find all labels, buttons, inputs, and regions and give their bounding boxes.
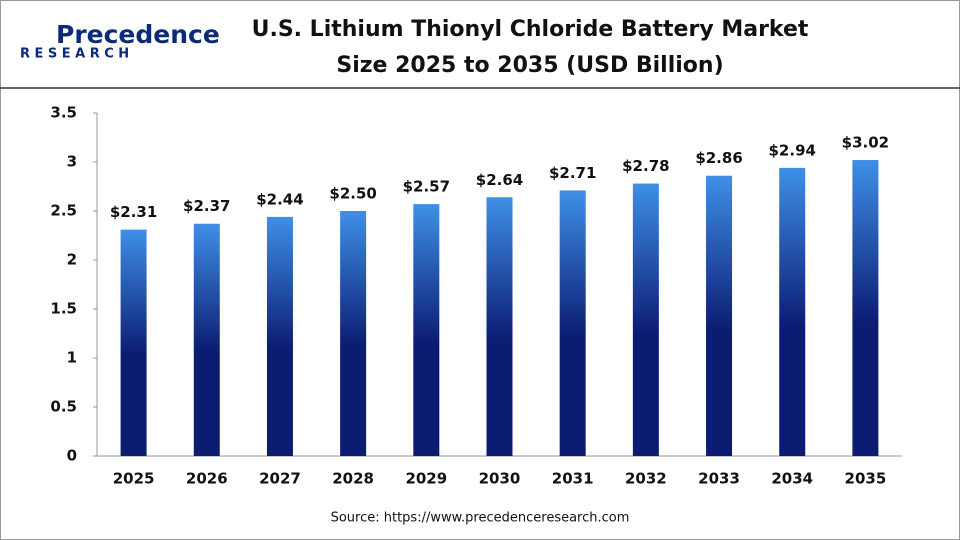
bar	[120, 229, 147, 456]
x-tick-label: 2035	[845, 470, 887, 488]
value-label: $2.94	[769, 141, 816, 159]
y-tick-label: 3.5	[50, 104, 77, 122]
bar	[852, 160, 879, 457]
x-tick-label: 2034	[771, 470, 813, 488]
bar	[193, 223, 220, 456]
x-tick-label: 2031	[552, 470, 594, 488]
bar	[559, 190, 586, 457]
value-label: $2.71	[549, 164, 596, 182]
bar	[706, 175, 733, 456]
bar	[413, 204, 440, 456]
bar	[632, 183, 659, 456]
value-label: $2.57	[403, 178, 450, 196]
y-tick-label: 0	[67, 447, 77, 465]
y-tick-label: 1	[67, 349, 77, 367]
value-label: $2.64	[476, 171, 523, 189]
value-label: $2.44	[256, 190, 303, 208]
value-label: $2.86	[695, 149, 742, 167]
x-tick-label: 2030	[479, 470, 521, 488]
source: Source: https://www.precedenceresearch.c…	[331, 511, 630, 526]
value-label: $2.37	[183, 197, 230, 215]
bar	[340, 211, 367, 456]
value-label: $2.31	[110, 203, 157, 221]
x-tick-label: 2029	[405, 470, 447, 488]
bar	[266, 216, 293, 456]
brand-name: Precedence	[56, 20, 220, 49]
brand-tagline: RESEARCH	[20, 47, 134, 62]
y-tick-label: 0.5	[50, 398, 77, 416]
y-tick-label: 2	[67, 251, 77, 269]
y-tick-label: 3	[67, 153, 77, 171]
value-label: $2.50	[329, 185, 376, 203]
x-tick-label: 2026	[186, 470, 228, 488]
x-tick-label: 2025	[113, 470, 155, 488]
x-tick-label: 2028	[332, 470, 374, 488]
bar	[486, 197, 513, 456]
value-label: $2.78	[622, 157, 669, 175]
x-tick-label: 2032	[625, 470, 667, 488]
x-tick-label: 2027	[259, 470, 301, 488]
chart-title: U.S. Lithium Thionyl Chloride Battery Ma…	[252, 17, 809, 42]
chart-title: Size 2025 to 2035 (USD Billion)	[336, 53, 723, 78]
x-tick-label: 2033	[698, 470, 740, 488]
y-tick-label: 1.5	[50, 300, 77, 318]
bar	[779, 167, 806, 456]
y-tick-label: 2.5	[50, 202, 77, 220]
value-label: $3.02	[842, 134, 889, 152]
